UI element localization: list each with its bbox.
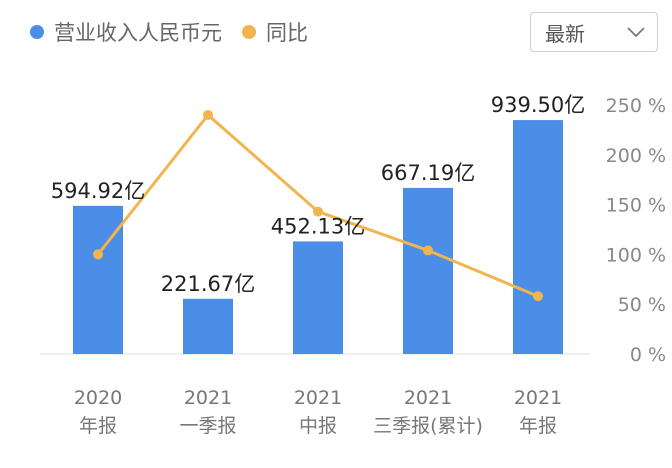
category-label: 2021 一季报 (153, 384, 263, 440)
right-axis-tick: 150 % (606, 195, 666, 217)
bar-1 (183, 298, 233, 354)
bar-value-label: 939.50亿 (491, 93, 585, 117)
period-select[interactable]: 最新 (530, 12, 658, 52)
bar-value-label: 452.13亿 (271, 214, 365, 238)
bar-3 (403, 187, 453, 354)
category-label-line1: 2021 (513, 387, 563, 409)
category-label-line2: 年报 (518, 415, 557, 437)
category-label-line1: 2021 (183, 387, 233, 409)
yoy-point-3 (423, 245, 433, 256)
bar-value-label: 594.92亿 (51, 179, 145, 203)
category-label-line2: 三季报(累计) (373, 415, 483, 437)
right-axis-tick: 0 % (630, 344, 666, 366)
chevron-down-icon (627, 27, 645, 38)
bar-2 (293, 241, 343, 354)
bar-0 (73, 205, 123, 354)
yoy-point-1 (203, 109, 213, 120)
category-label-line1: 2020 (73, 387, 123, 409)
category-label: 2021 三季报(累计) (373, 384, 483, 440)
bar-value-label: 667.19亿 (381, 161, 475, 185)
bar-4 (513, 120, 563, 354)
category-label-line2: 中报 (298, 415, 337, 437)
category-label-line2: 年报 (78, 415, 117, 437)
legend-label-yoy: 同比 (266, 21, 308, 45)
bar-value-label: 221.67亿 (161, 272, 255, 296)
legend-dot-icon (30, 25, 44, 39)
yoy-point-4 (533, 291, 543, 302)
category-label-line1: 2021 (293, 387, 343, 409)
category-label-line1: 2021 (403, 387, 453, 409)
legend-label-revenue: 营业收入人民币元 (54, 21, 222, 45)
right-axis-tick: 250 % (606, 95, 666, 117)
legend-item-revenue[interactable]: 营业收入人民币元 (30, 17, 222, 47)
category-label-line2: 一季报 (179, 415, 237, 437)
category-label: 2021 年报 (483, 384, 593, 440)
legend-item-yoy[interactable]: 同比 (242, 17, 308, 47)
right-axis-tick: 100 % (606, 244, 666, 266)
legend-dot-icon (242, 25, 256, 39)
chart-legend: 营业收入人民币元 同比 (30, 16, 308, 48)
yoy-point-0 (93, 249, 103, 260)
right-axis-tick: 50 % (618, 294, 666, 316)
period-select-value: 最新 (545, 21, 585, 46)
category-label: 2021 中报 (263, 384, 373, 440)
yoy-point-2 (313, 206, 323, 217)
right-axis-tick: 200 % (606, 145, 666, 167)
category-label: 2020 年报 (43, 384, 153, 440)
